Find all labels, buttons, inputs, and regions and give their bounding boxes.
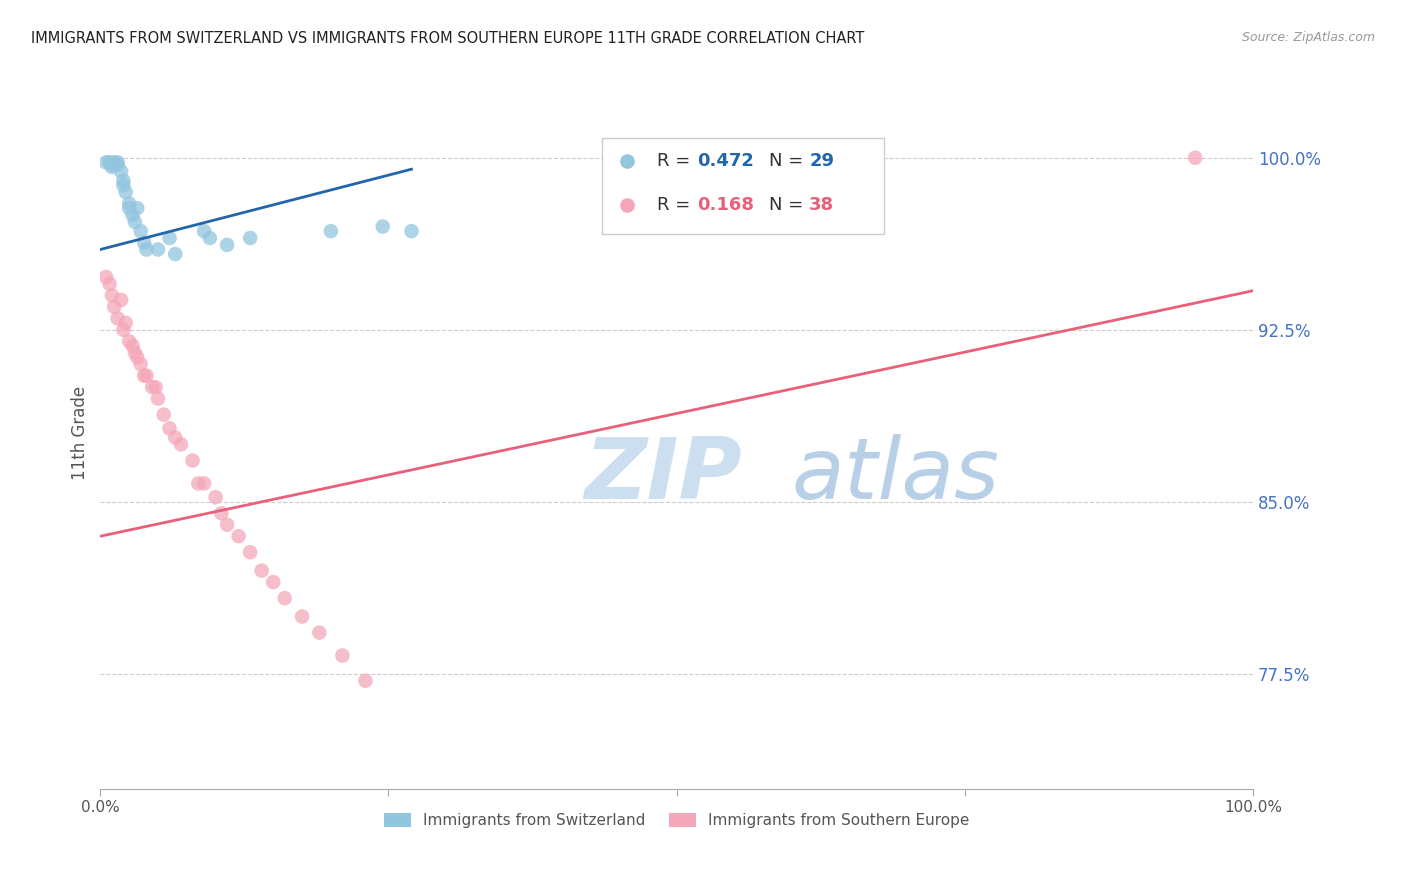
- Point: [187, 476, 209, 491]
- Text: 38: 38: [808, 196, 834, 214]
- Point: [228, 529, 250, 543]
- Point: [110, 293, 132, 307]
- Text: Source: ZipAtlas.com: Source: ZipAtlas.com: [1241, 31, 1375, 45]
- Point: [101, 288, 124, 302]
- Text: IMMIGRANTS FROM SWITZERLAND VS IMMIGRANTS FROM SOUTHERN EUROPE 11TH GRADE CORREL: IMMIGRANTS FROM SWITZERLAND VS IMMIGRANT…: [31, 31, 865, 46]
- Point: [141, 380, 163, 394]
- Point: [146, 243, 169, 257]
- Point: [127, 351, 149, 365]
- Point: [371, 219, 394, 234]
- Point: [145, 380, 167, 394]
- Point: [129, 357, 152, 371]
- Point: [121, 339, 143, 353]
- Point: [274, 591, 297, 606]
- Point: [204, 490, 226, 504]
- Point: [101, 158, 124, 172]
- Point: [170, 437, 193, 451]
- Point: [101, 160, 124, 174]
- Point: [118, 334, 141, 349]
- Point: [112, 323, 135, 337]
- Point: [118, 196, 141, 211]
- Y-axis label: 11th Grade: 11th Grade: [72, 386, 89, 480]
- Text: 0.472: 0.472: [697, 152, 754, 169]
- Text: R =: R =: [657, 196, 696, 214]
- Point: [103, 155, 125, 169]
- Point: [198, 231, 221, 245]
- Point: [165, 247, 187, 261]
- Point: [165, 431, 187, 445]
- Point: [94, 270, 117, 285]
- Point: [193, 476, 215, 491]
- Point: [103, 300, 125, 314]
- Point: [239, 545, 262, 559]
- Point: [217, 517, 239, 532]
- Point: [107, 155, 129, 169]
- Text: atlas: atlas: [792, 434, 1000, 517]
- Text: 29: 29: [808, 152, 834, 169]
- Text: ZIP: ZIP: [585, 434, 742, 517]
- Point: [134, 368, 156, 383]
- Legend: Immigrants from Switzerland, Immigrants from Southern Europe: Immigrants from Switzerland, Immigrants …: [377, 807, 976, 834]
- Point: [239, 231, 262, 245]
- Point: [308, 625, 330, 640]
- Point: [250, 564, 273, 578]
- Text: N =: N =: [769, 196, 808, 214]
- Point: [124, 345, 146, 359]
- Point: [121, 208, 143, 222]
- Point: [135, 368, 157, 383]
- Point: [114, 185, 136, 199]
- Point: [332, 648, 354, 663]
- Point: [401, 224, 423, 238]
- Point: [354, 673, 377, 688]
- Point: [616, 419, 638, 434]
- Point: [159, 421, 181, 435]
- Point: [319, 224, 342, 238]
- Point: [112, 178, 135, 193]
- Point: [152, 408, 174, 422]
- Point: [209, 506, 232, 520]
- Point: [98, 277, 121, 291]
- Point: [262, 575, 284, 590]
- Point: [124, 215, 146, 229]
- Point: [134, 235, 156, 250]
- Point: [127, 201, 149, 215]
- Point: [291, 609, 314, 624]
- Point: [114, 316, 136, 330]
- Point: [217, 238, 239, 252]
- Point: [118, 201, 141, 215]
- Point: [159, 231, 181, 245]
- Point: [112, 174, 135, 188]
- Point: [98, 155, 121, 169]
- Text: R =: R =: [657, 152, 696, 169]
- Point: [193, 224, 215, 238]
- Text: 0.168: 0.168: [697, 196, 755, 214]
- Text: N =: N =: [769, 152, 808, 169]
- Point: [146, 392, 169, 406]
- FancyBboxPatch shape: [602, 138, 884, 234]
- Point: [107, 311, 129, 326]
- Point: [110, 164, 132, 178]
- Point: [129, 224, 152, 238]
- Point: [181, 453, 204, 467]
- Point: [94, 155, 117, 169]
- Point: [616, 564, 638, 578]
- Point: [135, 243, 157, 257]
- Point: [107, 158, 129, 172]
- Point: [1184, 151, 1206, 165]
